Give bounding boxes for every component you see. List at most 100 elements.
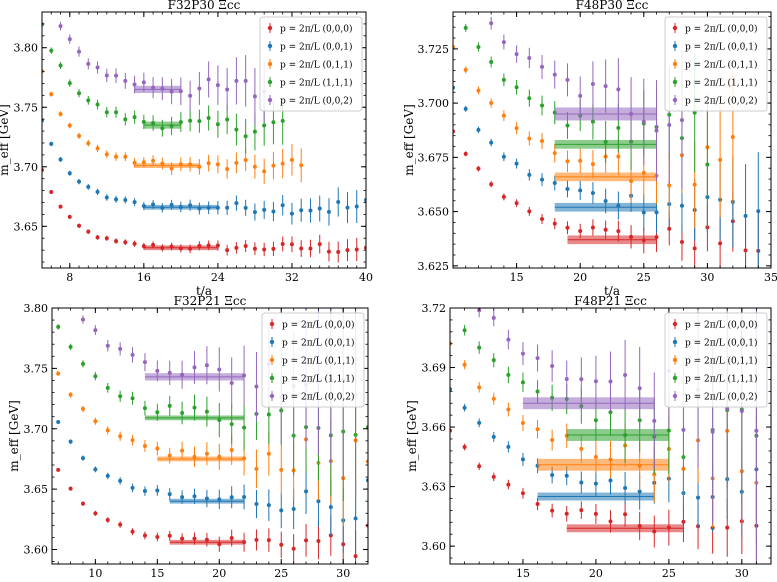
- data-point: [95, 235, 100, 240]
- data-point: [141, 119, 146, 124]
- data-point: [155, 534, 160, 539]
- data-point: [304, 489, 309, 494]
- data-point: [180, 448, 185, 453]
- data-point: [178, 120, 183, 125]
- data-point: [178, 89, 183, 94]
- data-point: [58, 157, 63, 162]
- legend-label: p = 2π/L (0,1,1): [280, 60, 352, 71]
- data-point: [506, 444, 511, 449]
- data-point: [616, 87, 621, 92]
- x-tick-label: 20: [573, 271, 587, 284]
- data-point: [118, 522, 123, 527]
- legend-label: p = 2π/L (0,0,1): [685, 42, 757, 53]
- data-point: [565, 77, 570, 82]
- y-tick-label: 3.60: [24, 544, 49, 557]
- data-point: [86, 98, 91, 103]
- data-point: [206, 161, 211, 166]
- data-point: [739, 409, 744, 414]
- chart-title: F32P21 Ξcc: [174, 294, 247, 308]
- data-point: [49, 48, 54, 53]
- data-point: [279, 508, 284, 513]
- y-tick-label: 3.80: [24, 302, 49, 315]
- data-point: [130, 352, 135, 357]
- x-axis-label: t/a: [604, 284, 620, 298]
- data-point: [506, 482, 511, 487]
- data-point: [299, 163, 304, 168]
- data-point: [501, 194, 506, 199]
- legend-marker: [269, 393, 275, 399]
- data-point: [629, 111, 634, 116]
- data-point: [463, 151, 468, 156]
- data-point: [77, 179, 82, 184]
- data-point: [58, 24, 63, 29]
- data-point: [262, 123, 267, 128]
- x-tick-label: 8: [66, 271, 73, 284]
- data-point: [603, 84, 608, 89]
- data-point: [67, 123, 72, 128]
- data-point: [234, 201, 239, 206]
- data-point: [603, 199, 608, 204]
- y-tick-label: 3.675: [418, 151, 450, 164]
- data-point: [299, 208, 304, 213]
- data-point: [104, 236, 109, 241]
- data-point: [160, 205, 165, 210]
- data-point: [169, 89, 174, 94]
- data-point: [229, 447, 234, 452]
- y-tick-label: 3.72: [422, 302, 447, 315]
- data-point: [123, 197, 128, 202]
- y-tick-label: 3.80: [14, 42, 39, 55]
- data-point: [616, 229, 621, 234]
- data-point: [234, 78, 239, 83]
- data-point: [590, 225, 595, 230]
- y-tick-label: 3.725: [418, 43, 450, 56]
- data-point: [80, 406, 85, 411]
- data-point: [514, 201, 519, 206]
- data-point: [105, 473, 110, 478]
- data-point: [506, 372, 511, 377]
- data-point: [652, 529, 657, 534]
- legend-label: p = 2π/L (0,0,0): [282, 320, 354, 331]
- data-point: [489, 182, 494, 187]
- y-axis-label: m_eff [GeV]: [405, 400, 419, 472]
- data-point: [242, 456, 247, 461]
- data-point: [520, 420, 525, 425]
- data-point: [710, 429, 715, 434]
- legend-marker: [672, 97, 678, 103]
- y-tick-label: 3.75: [14, 101, 39, 114]
- data-point: [280, 161, 285, 166]
- data-point: [476, 44, 481, 49]
- data-point: [118, 394, 123, 399]
- y-tick-label: 3.700: [418, 97, 450, 110]
- data-point: [104, 152, 109, 157]
- data-point: [167, 370, 172, 375]
- data-point: [336, 199, 341, 204]
- data-point: [229, 422, 234, 427]
- data-point: [192, 405, 197, 410]
- data-point: [291, 546, 296, 551]
- data-point: [188, 246, 193, 251]
- legend-marker: [672, 43, 678, 49]
- data-point: [67, 214, 72, 219]
- data-point: [225, 248, 230, 253]
- data-point: [679, 239, 684, 244]
- data-point: [254, 466, 259, 471]
- data-point: [579, 377, 584, 382]
- legend-box: [261, 312, 365, 408]
- data-point: [105, 428, 110, 433]
- data-point: [565, 225, 570, 230]
- data-point: [132, 200, 137, 205]
- data-point: [169, 202, 174, 207]
- data-point: [279, 467, 284, 472]
- x-tick-label: 30: [700, 271, 714, 284]
- data-point: [93, 419, 98, 424]
- data-point: [616, 154, 621, 159]
- x-axis-label: t/a: [602, 580, 618, 582]
- data-point: [93, 511, 98, 516]
- data-point: [114, 197, 119, 202]
- data-point: [188, 203, 193, 208]
- data-point: [68, 439, 73, 444]
- data-point: [520, 351, 525, 356]
- data-point: [477, 420, 482, 425]
- data-point: [637, 523, 642, 528]
- x-tick-label: 16: [137, 271, 151, 284]
